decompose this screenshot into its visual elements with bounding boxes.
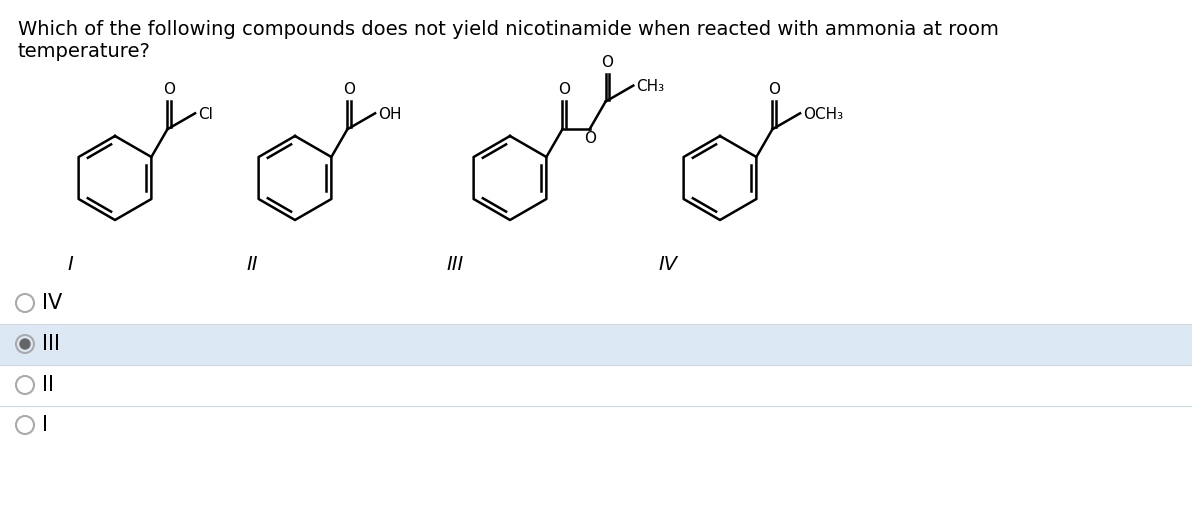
Text: O: O xyxy=(584,131,596,146)
Text: O: O xyxy=(601,55,613,70)
Text: O: O xyxy=(163,82,175,97)
Text: II: II xyxy=(42,375,54,395)
Text: OCH₃: OCH₃ xyxy=(803,107,843,122)
Text: Cl: Cl xyxy=(198,107,213,122)
Text: IV: IV xyxy=(42,293,62,313)
Text: Which of the following compounds does not yield nicotinamide when reacted with a: Which of the following compounds does no… xyxy=(18,20,999,39)
Text: temperature?: temperature? xyxy=(18,42,151,61)
Text: III: III xyxy=(42,334,60,354)
Text: IV: IV xyxy=(658,255,677,274)
Text: O: O xyxy=(558,82,570,97)
Text: O: O xyxy=(343,82,355,97)
Bar xyxy=(0,324,1192,365)
Circle shape xyxy=(20,339,30,349)
Text: III: III xyxy=(446,255,464,274)
Text: CH₃: CH₃ xyxy=(637,79,664,94)
Text: I: I xyxy=(42,415,48,435)
Text: OH: OH xyxy=(378,107,402,122)
Text: II: II xyxy=(247,255,257,274)
Text: O: O xyxy=(768,82,780,97)
Text: I: I xyxy=(67,255,73,274)
